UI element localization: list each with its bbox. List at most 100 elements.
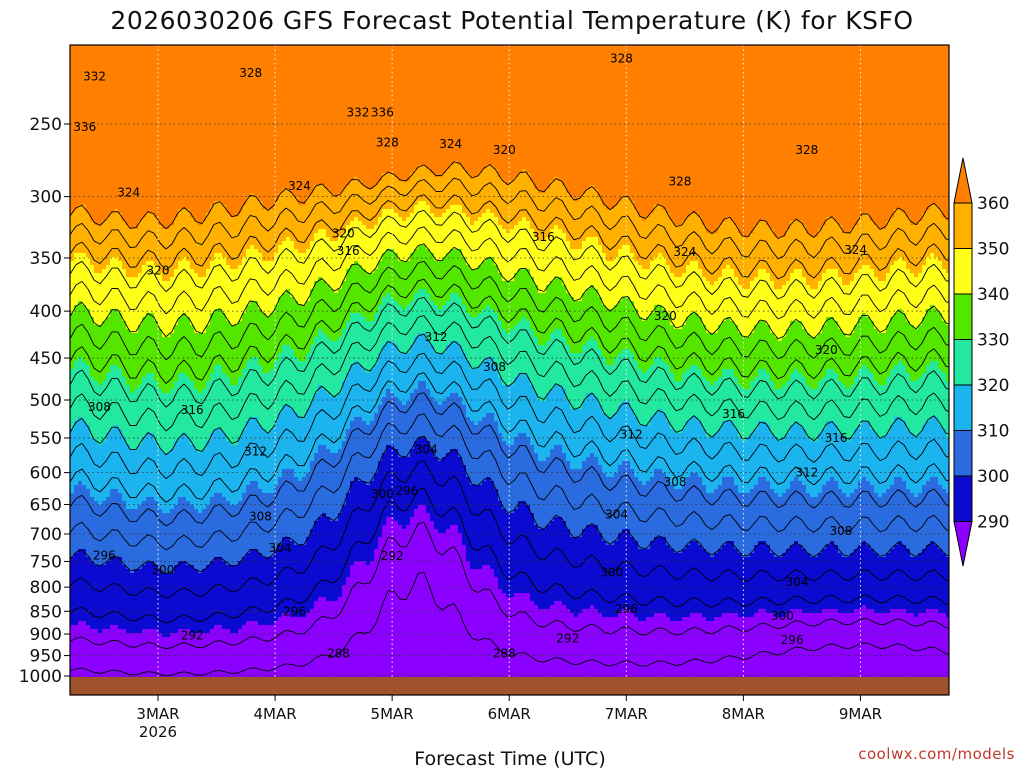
field-cell bbox=[134, 69, 138, 73]
field-cell bbox=[130, 57, 134, 61]
field-cell bbox=[90, 113, 94, 117]
field-cell bbox=[122, 569, 126, 573]
field-cell bbox=[162, 393, 166, 397]
field-cell bbox=[110, 589, 114, 593]
field-cell bbox=[126, 249, 130, 253]
field-cell bbox=[74, 109, 78, 113]
field-cell bbox=[122, 637, 126, 641]
field-cell bbox=[98, 133, 102, 137]
field-cell bbox=[74, 457, 78, 461]
field-cell bbox=[142, 161, 146, 165]
field-cell bbox=[94, 49, 98, 53]
field-cell bbox=[130, 569, 134, 573]
field-cell bbox=[134, 513, 138, 517]
field-cell bbox=[130, 657, 134, 661]
field-cell bbox=[142, 453, 146, 457]
field-cell bbox=[74, 65, 78, 69]
field-cell bbox=[130, 621, 134, 625]
field-cell bbox=[138, 433, 142, 437]
field-cell bbox=[82, 661, 86, 665]
field-cell bbox=[150, 341, 154, 345]
field-cell bbox=[130, 337, 134, 341]
field-cell bbox=[146, 133, 150, 137]
field-cell bbox=[150, 153, 154, 157]
field-cell bbox=[98, 477, 102, 481]
field-cell bbox=[118, 625, 122, 629]
field-cell bbox=[106, 117, 110, 121]
field-cell bbox=[86, 365, 90, 369]
field-cell bbox=[86, 445, 90, 449]
field-cell bbox=[158, 277, 162, 281]
field-cell bbox=[126, 601, 130, 605]
field-cell bbox=[110, 349, 114, 353]
field-cell bbox=[150, 489, 154, 493]
field-cell bbox=[146, 549, 150, 553]
field-cell bbox=[138, 145, 142, 149]
field-cell bbox=[78, 457, 82, 461]
field-cell bbox=[90, 661, 94, 665]
field-cell bbox=[130, 133, 134, 137]
field-cell bbox=[114, 53, 118, 57]
field-cell bbox=[150, 317, 154, 321]
field-cell bbox=[166, 85, 170, 89]
field-cell bbox=[118, 525, 122, 529]
field-cell bbox=[158, 81, 162, 85]
field-cell bbox=[94, 45, 98, 49]
field-cell bbox=[122, 517, 126, 521]
field-cell bbox=[166, 105, 170, 109]
field-cell bbox=[146, 245, 150, 249]
field-cell bbox=[78, 525, 82, 529]
field-cell bbox=[142, 581, 146, 585]
field-cell bbox=[162, 161, 166, 165]
field-cell bbox=[130, 53, 134, 57]
field-cell bbox=[130, 465, 134, 469]
field-cell bbox=[94, 661, 98, 665]
field-cell bbox=[74, 161, 78, 165]
field-cell bbox=[94, 209, 98, 213]
field-cell bbox=[166, 157, 170, 161]
field-cell bbox=[142, 49, 146, 53]
field-cell bbox=[110, 281, 114, 285]
field-cell bbox=[114, 369, 118, 373]
field-cell bbox=[86, 345, 90, 349]
field-cell bbox=[138, 125, 142, 129]
field-cell bbox=[90, 673, 94, 677]
field-cell bbox=[138, 61, 142, 65]
field-cell bbox=[98, 621, 102, 625]
field-cell bbox=[146, 109, 150, 113]
field-cell bbox=[102, 601, 106, 605]
field-cell bbox=[162, 665, 166, 669]
field-cell bbox=[162, 385, 166, 389]
field-cell bbox=[78, 477, 82, 481]
field-cell bbox=[78, 617, 82, 621]
field-cell bbox=[94, 213, 98, 217]
field-cell bbox=[102, 149, 106, 153]
field-cell bbox=[82, 181, 86, 185]
field-cell bbox=[134, 441, 138, 445]
field-cell bbox=[162, 509, 166, 513]
field-cell bbox=[74, 593, 78, 597]
field-cell bbox=[90, 185, 94, 189]
field-cell bbox=[138, 245, 142, 249]
field-cell bbox=[94, 361, 98, 365]
field-cell bbox=[162, 209, 166, 213]
field-cell bbox=[162, 365, 166, 369]
field-cell bbox=[82, 625, 86, 629]
field-cell bbox=[150, 665, 154, 669]
field-cell bbox=[142, 521, 146, 525]
field-cell bbox=[166, 537, 170, 541]
field-cell bbox=[110, 473, 114, 477]
field-cell bbox=[138, 621, 142, 625]
field-cell bbox=[110, 441, 114, 445]
field-cell bbox=[122, 85, 126, 89]
field-cell bbox=[98, 389, 102, 393]
field-cell bbox=[98, 341, 102, 345]
field-cell bbox=[166, 341, 170, 345]
field-cell bbox=[150, 389, 154, 393]
field-cell bbox=[142, 169, 146, 173]
field-cell bbox=[102, 305, 106, 309]
field-cell bbox=[74, 629, 78, 633]
field-cell bbox=[70, 157, 74, 161]
field-cell bbox=[70, 645, 74, 649]
field-cell bbox=[142, 557, 146, 561]
